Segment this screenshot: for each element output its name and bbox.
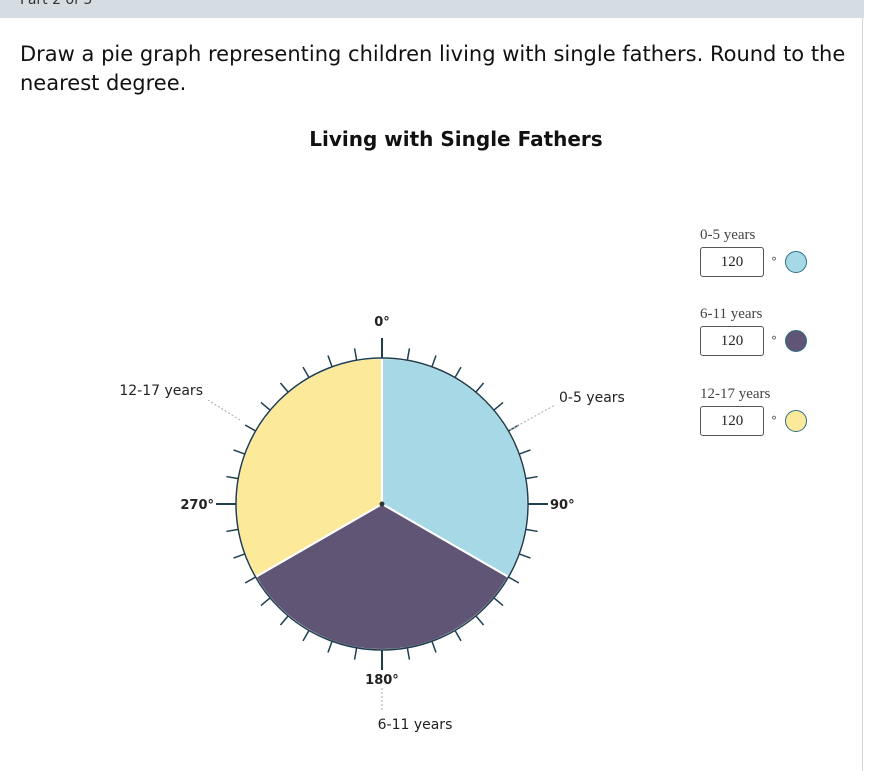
legend-item-12-17: 12-17 years 120 ° (700, 386, 807, 436)
slice-label-12-17-years: 12-17 years (119, 383, 203, 399)
minor-tick (454, 630, 462, 642)
axis-label-0: 0° (374, 315, 390, 330)
minor-tick (525, 475, 538, 480)
degree-input-6-11[interactable]: 120 (700, 326, 764, 356)
minor-tick (260, 401, 271, 411)
minor-tick (279, 615, 289, 626)
degree-symbol: ° (771, 414, 777, 428)
minor-tick (233, 449, 246, 455)
minor-tick (493, 401, 504, 411)
minor-tick (406, 348, 411, 361)
minor-tick (406, 647, 411, 660)
chart-title: Living with Single Fathers (309, 127, 603, 151)
legend-label: 6-11 years (700, 306, 763, 322)
minor-tick (431, 355, 437, 368)
minor-tick (518, 449, 531, 455)
slice-label-6-11-years: 6-11 years (378, 717, 453, 733)
axis-label-3: 270° (180, 498, 214, 513)
axis-label-2: 180° (365, 673, 399, 688)
minor-tick (327, 640, 333, 653)
part-label: Part 2 of 3 (20, 0, 93, 8)
question-panel (0, 18, 863, 771)
part-header-bar: Part 2 of 3 (0, 0, 864, 18)
minor-tick (525, 528, 538, 533)
legend-item-6-11: 6-11 years 120 ° (700, 306, 807, 356)
minor-tick (353, 348, 358, 361)
question-prompt: Draw a pie graph representing children l… (20, 42, 846, 95)
legend-label: 12-17 years (700, 386, 771, 402)
minor-tick (244, 424, 256, 432)
legend-item-0-5: 0-5 years 120 ° (700, 227, 807, 277)
minor-tick (475, 382, 485, 393)
color-swatch-0-5 (785, 251, 807, 273)
axis-label-1: 90° (550, 498, 575, 513)
legend-label: 0-5 years (700, 227, 756, 243)
minor-tick (454, 366, 462, 378)
degree-input-12-17[interactable]: 120 (700, 406, 764, 436)
leader-line (207, 399, 241, 421)
minor-tick (475, 615, 485, 626)
degree-input-0-5[interactable]: 120 (700, 247, 764, 277)
minor-tick (353, 647, 358, 660)
minor-tick (518, 553, 531, 559)
color-swatch-12-17 (785, 410, 807, 432)
minor-tick (233, 553, 246, 559)
leader-line (509, 404, 556, 431)
minor-tick (431, 640, 437, 653)
degree-symbol: ° (771, 334, 777, 348)
minor-tick (226, 475, 239, 480)
minor-tick (226, 528, 239, 533)
minor-tick (508, 576, 520, 584)
color-swatch-6-11 (785, 330, 807, 352)
minor-tick (302, 366, 310, 378)
minor-tick (244, 576, 256, 584)
minor-tick (327, 355, 333, 368)
degree-symbol: ° (771, 255, 777, 269)
slice-label-0-5-years: 0-5 years (559, 390, 625, 406)
minor-tick (493, 597, 504, 607)
minor-tick (279, 382, 289, 393)
minor-tick (302, 630, 310, 642)
pie-center-point[interactable] (379, 501, 385, 507)
minor-tick (260, 597, 271, 607)
